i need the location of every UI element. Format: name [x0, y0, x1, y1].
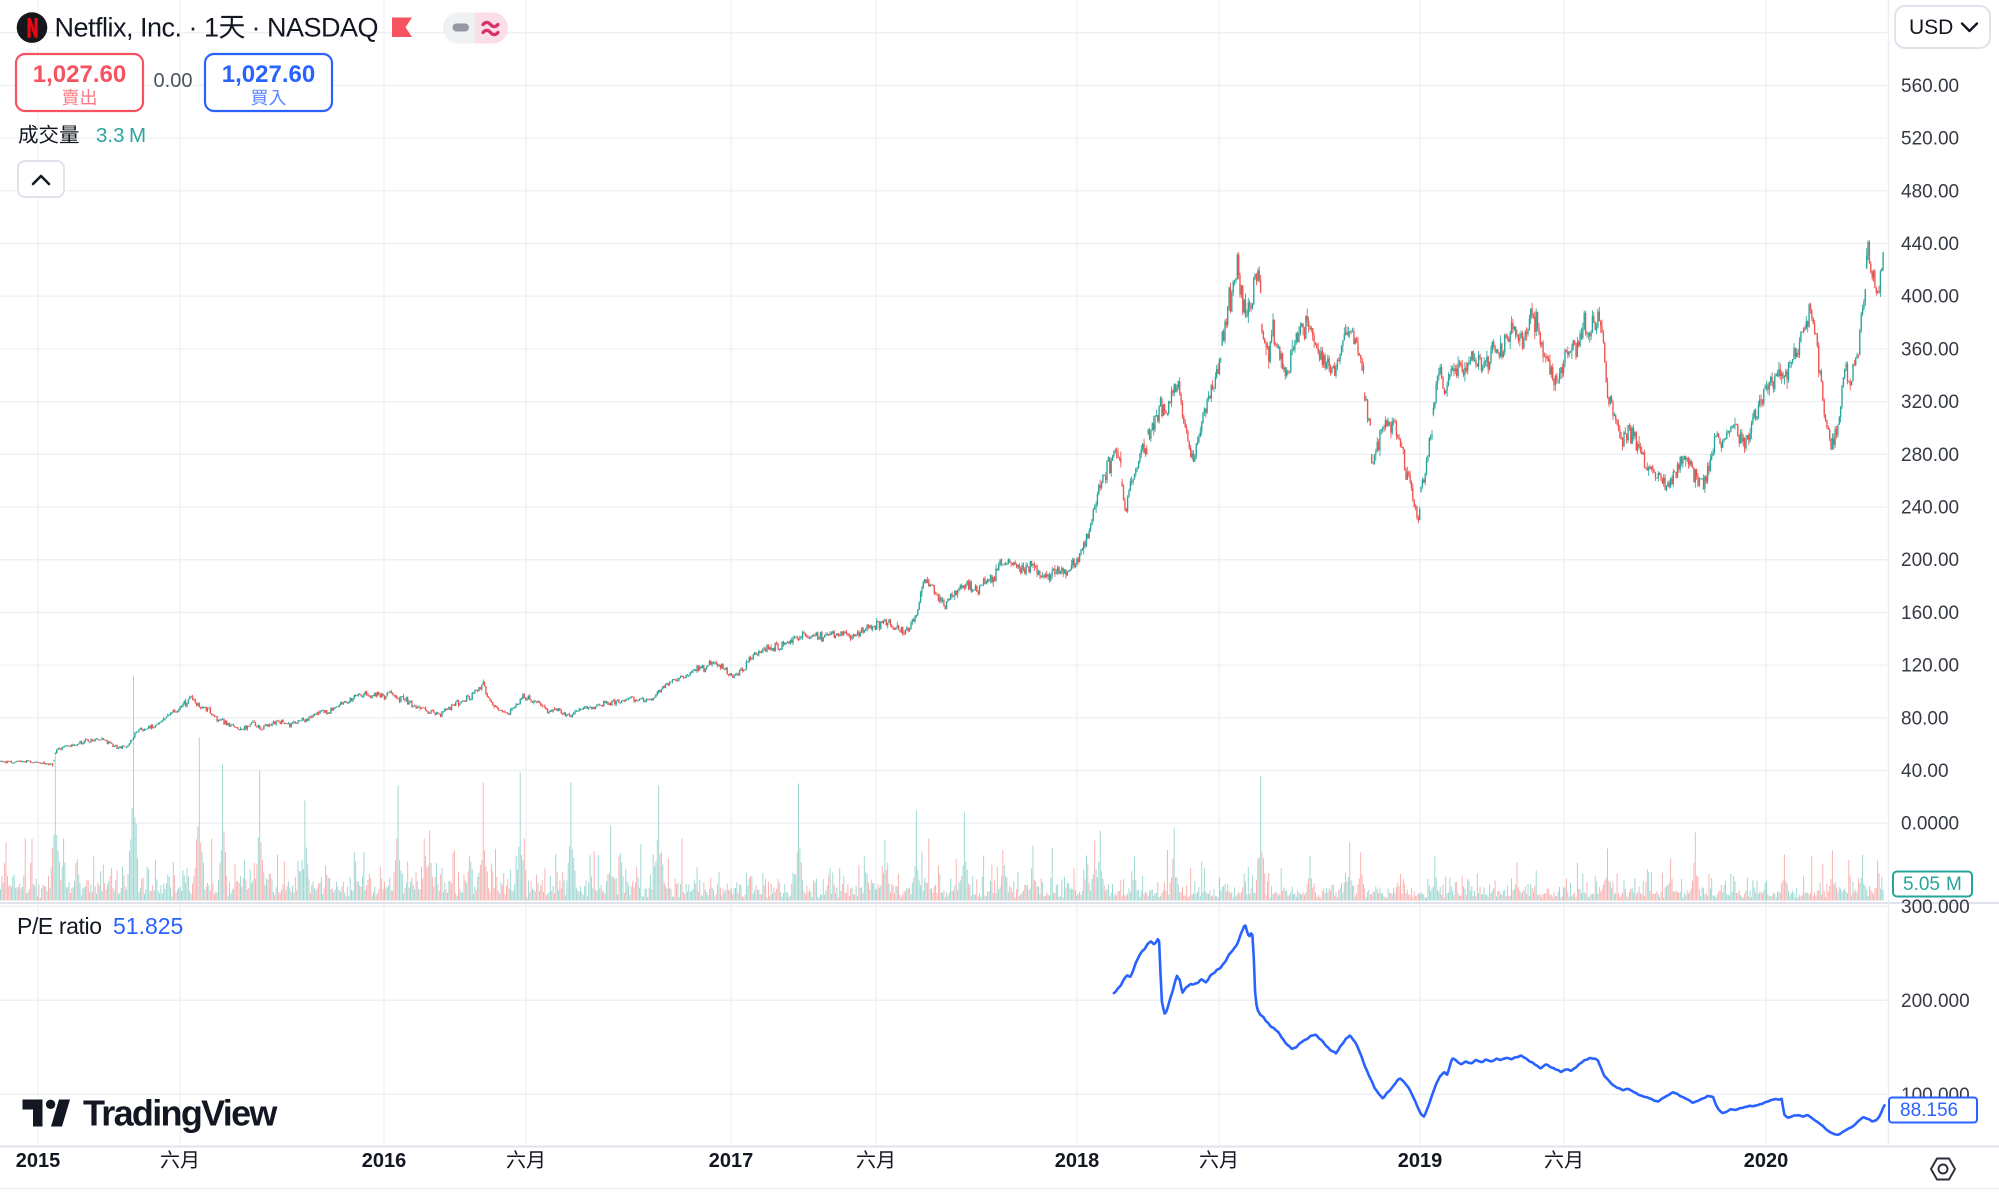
svg-text:360.00: 360.00	[1901, 339, 1959, 360]
svg-text:240.00: 240.00	[1901, 498, 1959, 519]
svg-text:520.00: 520.00	[1901, 129, 1959, 150]
svg-text:280.00: 280.00	[1901, 445, 1959, 466]
svg-text:88.156: 88.156	[1900, 1100, 1958, 1121]
svg-text:· NASDAQ: · NASDAQ	[252, 13, 379, 43]
svg-text:2020: 2020	[1744, 1150, 1789, 1172]
svg-text:200.00: 200.00	[1901, 550, 1959, 571]
svg-text:2017: 2017	[709, 1150, 754, 1172]
svg-text:480.00: 480.00	[1901, 181, 1959, 202]
svg-text:40.00: 40.00	[1901, 761, 1949, 782]
svg-text:2015: 2015	[16, 1150, 61, 1172]
svg-text:440.00: 440.00	[1901, 234, 1959, 255]
svg-text:320.00: 320.00	[1901, 392, 1959, 413]
svg-text:P/E ratio: P/E ratio	[17, 913, 102, 939]
svg-text:TradingView: TradingView	[83, 1093, 278, 1134]
svg-text:120.00: 120.00	[1901, 656, 1959, 677]
svg-text:300.000: 300.000	[1901, 897, 1970, 918]
svg-text:51.825: 51.825	[113, 913, 183, 939]
svg-text:200.000: 200.000	[1901, 991, 1970, 1012]
svg-text:M: M	[1946, 874, 1962, 895]
svg-text:USD: USD	[1909, 16, 1953, 39]
svg-text:160.00: 160.00	[1901, 603, 1959, 624]
svg-text:M: M	[129, 124, 146, 147]
svg-text:2018: 2018	[1055, 1150, 1100, 1172]
svg-text:2019: 2019	[1398, 1150, 1443, 1172]
svg-text:0.0000: 0.0000	[1901, 814, 1959, 835]
svg-text:1,027.60: 1,027.60	[222, 61, 315, 88]
svg-text:400.00: 400.00	[1901, 287, 1959, 308]
svg-text:80.00: 80.00	[1901, 708, 1949, 729]
svg-text:560.00: 560.00	[1901, 76, 1959, 97]
svg-text:5.05: 5.05	[1903, 874, 1940, 895]
svg-text:2016: 2016	[362, 1150, 407, 1172]
svg-text:Netflix, Inc. · 1: Netflix, Inc. · 1	[55, 13, 219, 43]
svg-text:3.3: 3.3	[96, 124, 125, 147]
svg-text:0.00: 0.00	[154, 70, 193, 92]
svg-text:1,027.60: 1,027.60	[33, 61, 126, 88]
